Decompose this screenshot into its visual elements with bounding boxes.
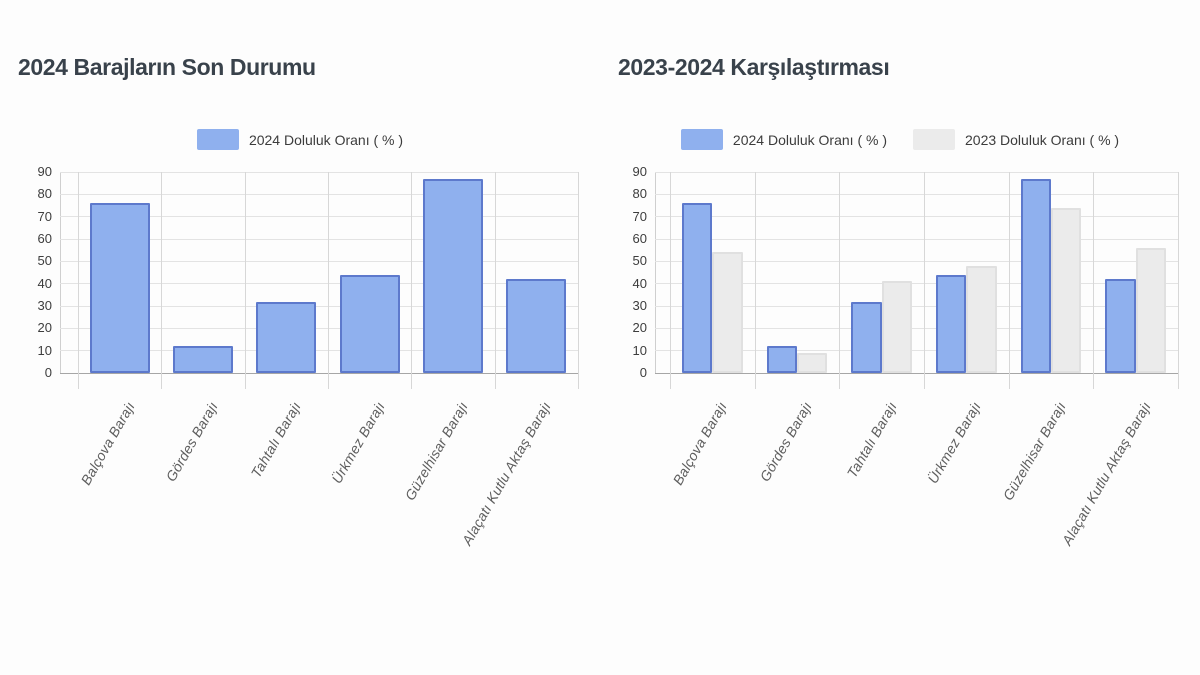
- y-axis-label: 10: [632, 342, 647, 358]
- y-axis-label: 30: [37, 298, 52, 313]
- bar[interactable]: [423, 179, 483, 373]
- bar[interactable]: [966, 266, 997, 373]
- gridline-v: [754, 172, 756, 389]
- y-axis-label: 20: [632, 320, 647, 336]
- bar[interactable]: [339, 275, 400, 373]
- bar[interactable]: [1051, 208, 1082, 373]
- legend: 2024 Doluluk Oranı ( % ) 2023 Doluluk Ora…: [600, 129, 1200, 150]
- gridline-v: [1178, 172, 1179, 389]
- bar[interactable]: [681, 203, 713, 373]
- gridline-h: [60, 171, 578, 173]
- bar[interactable]: [89, 203, 150, 373]
- chart-2024-dam-status: 2024 Barajların Son Durumu 2024 Doluluk …: [0, 54, 600, 548]
- legend-label: 2023 Doluluk Oranı ( % ): [965, 131, 1120, 148]
- legend-label: 2024 Doluluk Oranı ( % ): [732, 131, 887, 148]
- gridline-v: [411, 172, 413, 389]
- y-axis-label: 70: [632, 208, 647, 224]
- legend-swatch: [680, 129, 723, 150]
- bar[interactable]: [881, 281, 913, 373]
- y-axis-label: 10: [37, 342, 52, 358]
- gridline-h: [60, 305, 578, 307]
- gridline-v: [670, 172, 671, 389]
- gridline-h: [60, 238, 578, 240]
- gridline-h: [655, 171, 1178, 173]
- y-axis-label: 80: [37, 186, 52, 202]
- gridline-h: [655, 216, 1178, 218]
- bar[interactable]: [173, 346, 233, 373]
- y-axis-label: 70: [37, 208, 52, 224]
- bar[interactable]: [712, 252, 743, 373]
- x-axis-baseline: [655, 372, 1178, 374]
- gridline-v: [161, 172, 163, 389]
- gridline-v: [924, 172, 925, 389]
- y-axis-label: 40: [37, 275, 52, 291]
- y-axis-label: 0: [44, 365, 52, 380]
- gridline-v: [328, 172, 329, 389]
- bar[interactable]: [1020, 179, 1051, 373]
- legend-swatch: [913, 129, 955, 150]
- gridline-h: [60, 260, 578, 262]
- y-axis-label: 40: [632, 275, 647, 291]
- chart-2023-2024-comparison: 2023-2024 Karşılaştırması 2024 Doluluk O…: [600, 0, 1200, 675]
- gridline-h: [655, 350, 1178, 352]
- legend: 2024 Doluluk Oranı ( % ): [0, 129, 600, 150]
- bar[interactable]: [797, 353, 828, 373]
- gridline-v: [78, 172, 79, 389]
- bar[interactable]: [1105, 279, 1136, 373]
- y-axis-label: 90: [632, 164, 647, 179]
- bar[interactable]: [851, 302, 882, 373]
- gridline-v: [244, 172, 246, 389]
- legend-label: 2024 Doluluk Oranı ( % ): [248, 131, 404, 148]
- gridline-v: [494, 172, 496, 389]
- legend-entry: 2024 Doluluk Oranı ( % ): [680, 129, 887, 150]
- chart-title: 2023-2024 Karşılaştırması: [618, 54, 890, 80]
- gridline-h: [60, 327, 578, 329]
- bar[interactable]: [1135, 248, 1167, 373]
- y-axis-line: [655, 172, 656, 373]
- y-axis-label: 30: [632, 298, 647, 313]
- bar[interactable]: [935, 275, 967, 373]
- gridline-h: [655, 327, 1178, 329]
- bar[interactable]: [256, 302, 317, 373]
- y-axis-line: [60, 172, 61, 373]
- bar[interactable]: [766, 346, 797, 373]
- legend-entry: 2024 Doluluk Oranı ( % ): [196, 129, 404, 150]
- gridline-h: [60, 193, 578, 195]
- gridline-h: [655, 283, 1178, 285]
- gridline-h: [655, 193, 1178, 195]
- gridline-h: [60, 350, 578, 352]
- gridline-h: [655, 305, 1178, 307]
- y-axis-label: 90: [37, 164, 52, 179]
- y-axis-label: 60: [632, 231, 647, 246]
- chart-title: 2024 Barajların Son Durumu: [18, 54, 316, 80]
- y-axis-label: 20: [37, 320, 52, 336]
- y-axis-label: 60: [37, 231, 52, 246]
- legend-entry: 2023 Doluluk Oranı ( % ): [913, 129, 1119, 150]
- gridline-h: [655, 238, 1178, 240]
- gridline-h: [60, 216, 578, 218]
- legend-swatch: [196, 129, 239, 150]
- y-axis-label: 0: [639, 365, 647, 380]
- gridline-v: [1008, 172, 1010, 389]
- bar[interactable]: [506, 279, 567, 373]
- gridline-h: [655, 260, 1178, 262]
- gridline-v: [839, 172, 841, 389]
- y-axis-label: 80: [632, 186, 647, 202]
- plot-area: 0 10 20 30 40 50 60 70 80 90 Balçova Barajı Gördes …: [600, 164, 1200, 548]
- y-axis-label: 50: [632, 253, 647, 269]
- x-axis-baseline: [60, 372, 578, 374]
- gridline-h: [60, 283, 578, 285]
- y-axis-label: 50: [37, 253, 52, 269]
- gridline-v: [1093, 172, 1095, 389]
- gridline-v: [578, 172, 579, 389]
- plot-area: 0 10 20 30 40 50 60 70 80 90 Balçova Barajı Gördes …: [0, 164, 600, 548]
